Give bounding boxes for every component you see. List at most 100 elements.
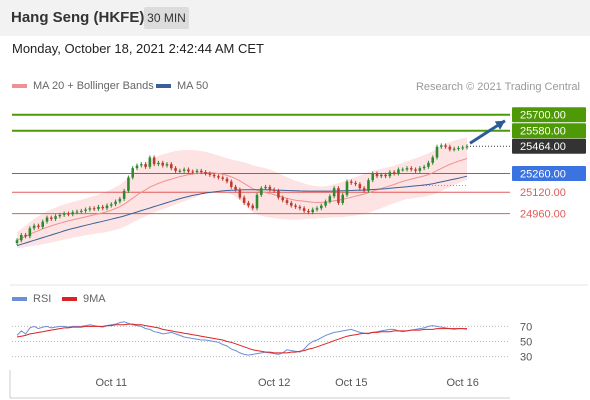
candle-body	[457, 148, 460, 150]
level-tag-1	[512, 123, 586, 139]
candle-body	[379, 174, 383, 177]
candle-body	[88, 208, 92, 210]
candle-body	[49, 217, 53, 219]
candle-body	[97, 206, 100, 209]
candle-body	[221, 177, 225, 179]
level-label-4: 25120.00	[520, 187, 566, 199]
x-tick-label: Oct 16	[447, 377, 479, 389]
candle-body	[139, 164, 143, 166]
candle-body	[294, 205, 297, 207]
candle-body	[204, 172, 207, 174]
candle-body	[32, 225, 36, 229]
candle-body	[187, 169, 190, 172]
legend-ma50-swatch	[156, 84, 171, 89]
candle-body	[277, 190, 280, 198]
candle-body	[388, 172, 392, 177]
candle-body	[418, 168, 422, 171]
candle-body	[41, 221, 45, 227]
candle-body	[384, 174, 387, 177]
legend-ma20-swatch	[12, 84, 27, 89]
candle-body	[315, 208, 319, 210]
candle-body	[58, 214, 62, 217]
candle-body	[289, 202, 293, 206]
candle-body	[409, 168, 413, 170]
candle-body	[71, 212, 75, 215]
legend-ma50-label: MA 50	[177, 80, 209, 92]
candle-body	[259, 188, 263, 195]
forecast-arrow-head	[494, 120, 505, 130]
candle-body	[101, 206, 105, 209]
candle-body	[281, 197, 285, 201]
candle-body	[324, 201, 327, 206]
candle-body	[75, 211, 79, 213]
candle-body	[268, 186, 272, 190]
candle-body	[422, 166, 426, 169]
legend-rsi: RSI	[12, 293, 51, 305]
level-label-0: 25700.00	[520, 110, 566, 122]
candle-body	[332, 188, 336, 197]
candle-body	[109, 204, 113, 206]
level-tag-3	[512, 165, 586, 181]
candle-body	[161, 162, 165, 166]
candle-body	[234, 186, 237, 190]
candle-body	[208, 173, 212, 175]
candle-body	[405, 168, 409, 170]
candle-body	[461, 147, 465, 149]
instrument-title: Hang Seng (HKFE)	[11, 9, 145, 26]
candle-body	[307, 210, 310, 213]
candle-body	[375, 173, 379, 177]
candle-body	[199, 170, 203, 173]
candle-body	[105, 205, 109, 209]
legend-rsi-swatch	[12, 297, 27, 302]
legend-rsi-label: RSI	[33, 293, 52, 305]
candle-body	[67, 213, 70, 215]
legend-rsi-ma-label: 9MA	[83, 293, 106, 305]
candle-body	[302, 208, 306, 211]
ma20-line	[16, 158, 468, 241]
candle-body	[92, 208, 96, 210]
candle-body	[264, 186, 267, 189]
level-label-3: 25260.00	[520, 168, 566, 180]
candle-body	[114, 201, 117, 205]
candle-body	[435, 146, 439, 158]
candle-body	[131, 168, 135, 178]
candle-body	[431, 157, 435, 163]
legend-rsi-ma-swatch	[62, 297, 77, 302]
rsi-tick-label: 50	[520, 337, 532, 349]
rsi-tick-label: 70	[520, 321, 532, 333]
candle-body	[354, 182, 357, 185]
candle-body	[191, 171, 195, 173]
candle-body	[371, 173, 375, 181]
candle-body	[45, 217, 49, 222]
candle-body	[169, 164, 173, 169]
level-tag-2	[512, 138, 586, 154]
candle-body	[182, 169, 186, 171]
x-tick-label: Oct 12	[258, 377, 290, 389]
candle-body	[174, 168, 177, 171]
candle-body	[135, 165, 139, 169]
candle-body	[62, 213, 66, 215]
timeframe-button[interactable]: 30 MIN	[144, 7, 189, 29]
candle-body	[152, 157, 156, 165]
candle-body	[448, 146, 452, 150]
candle-body	[195, 170, 199, 173]
candle-body	[24, 234, 27, 237]
candle-body	[319, 205, 323, 209]
candle-body	[439, 145, 443, 147]
candle-body	[144, 164, 147, 167]
candle-body	[217, 176, 220, 178]
candle-body	[178, 170, 182, 172]
rsi-tick-label: 30	[520, 352, 532, 364]
candle-body	[367, 180, 370, 191]
candle-body	[401, 169, 405, 171]
candle-body	[251, 205, 255, 209]
candle-body	[452, 148, 456, 150]
x-tick-label: Oct 15	[335, 377, 367, 389]
candle-body	[19, 234, 23, 241]
rsi-series-rsi	[16, 321, 468, 356]
candle-body	[255, 194, 259, 209]
level-label-2: 25464.00	[520, 141, 566, 153]
candle-body	[127, 177, 130, 191]
candle-body	[345, 181, 349, 195]
